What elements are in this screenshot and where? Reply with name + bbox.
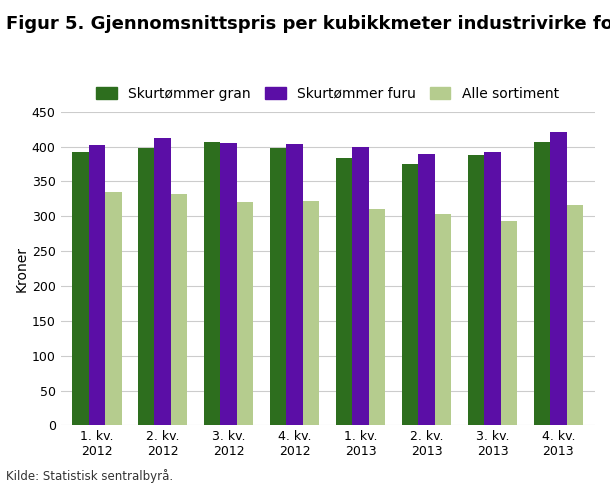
Bar bbox=[418, 154, 435, 426]
Bar bbox=[105, 192, 121, 426]
Text: Figur 5. Gjennomsnittspris per kubikkmeter industrivirke for salg: Figur 5. Gjennomsnittspris per kubikkmet… bbox=[6, 15, 610, 33]
Bar bbox=[220, 143, 237, 426]
Bar bbox=[154, 138, 171, 426]
Bar bbox=[270, 148, 286, 426]
Bar bbox=[336, 158, 353, 426]
Text: Kilde: Statistisk sentralbyrå.: Kilde: Statistisk sentralbyrå. bbox=[6, 469, 173, 483]
Bar bbox=[286, 144, 303, 426]
Bar bbox=[501, 221, 517, 426]
Bar bbox=[237, 202, 253, 426]
Bar bbox=[72, 152, 88, 426]
Legend: Skurtømmer gran, Skurtømmer furu, Alle sortiment: Skurtømmer gran, Skurtømmer furu, Alle s… bbox=[91, 81, 564, 106]
Bar bbox=[353, 147, 369, 426]
Bar bbox=[534, 142, 550, 426]
Bar bbox=[567, 205, 583, 426]
Bar bbox=[303, 201, 320, 426]
Bar bbox=[550, 132, 567, 426]
Bar bbox=[369, 209, 386, 426]
Bar bbox=[484, 152, 501, 426]
Bar bbox=[435, 214, 451, 426]
Y-axis label: Kroner: Kroner bbox=[15, 245, 29, 292]
Bar bbox=[88, 145, 105, 426]
Bar bbox=[468, 155, 484, 426]
Bar bbox=[171, 194, 187, 426]
Bar bbox=[204, 142, 220, 426]
Bar bbox=[138, 148, 154, 426]
Bar bbox=[402, 164, 418, 426]
